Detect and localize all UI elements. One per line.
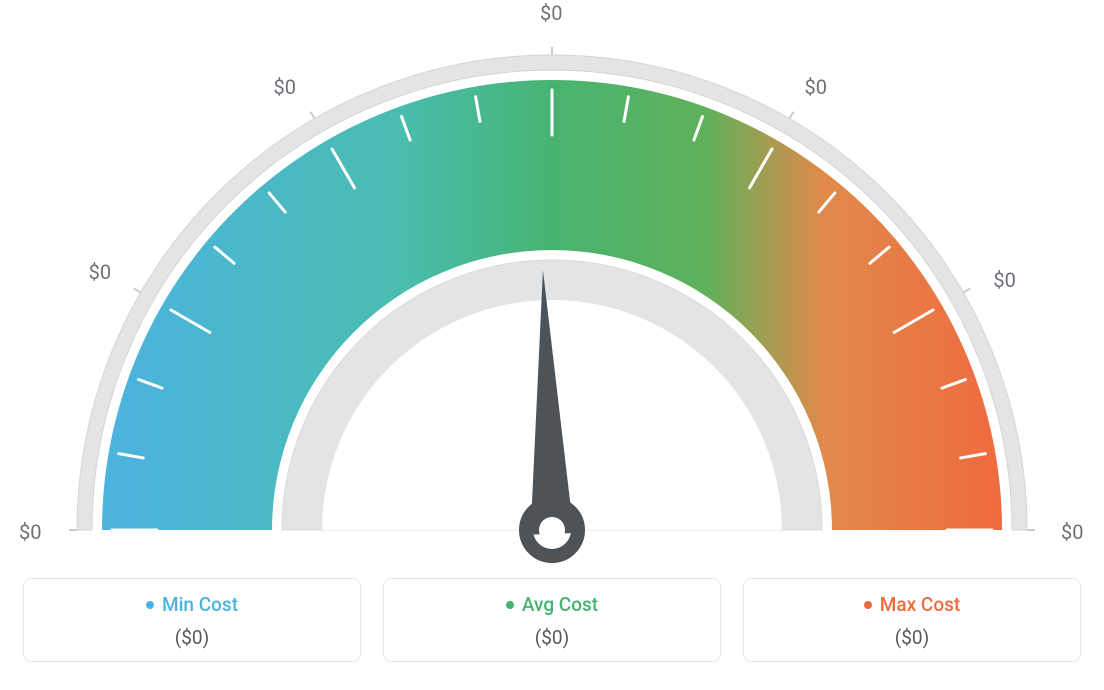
gauge-chart: $0$0$0$0$0$0$0 (22, 10, 1082, 570)
legend-label-min: Min Cost (162, 593, 238, 616)
legend-title-avg: Avg Cost (506, 593, 598, 616)
gauge-scale-label: $0 (805, 75, 827, 99)
legend-label-avg: Avg Cost (522, 593, 598, 616)
legend-value-avg: ($0) (384, 626, 720, 649)
legend-title-min: Min Cost (146, 593, 238, 616)
legend-dot-min (146, 601, 154, 609)
gauge-scale-label: $0 (19, 520, 41, 544)
gauge-svg (22, 10, 1082, 570)
gauge-scale-label: $0 (993, 268, 1015, 292)
legend-row: Min Cost ($0) Avg Cost ($0) Max Cost ($0… (22, 578, 1082, 662)
legend-dot-avg (506, 601, 514, 609)
gauge-scale-label: $0 (1061, 520, 1083, 544)
gauge-scale-label: $0 (89, 260, 111, 284)
gauge-scale-label: $0 (274, 75, 296, 99)
legend-value-min: ($0) (24, 626, 360, 649)
legend-dot-max (864, 601, 872, 609)
legend-label-max: Max Cost (880, 593, 960, 616)
legend-value-max: ($0) (744, 626, 1080, 649)
legend-title-max: Max Cost (864, 593, 960, 616)
legend-card-max: Max Cost ($0) (743, 578, 1081, 662)
legend-card-min: Min Cost ($0) (23, 578, 361, 662)
legend-card-avg: Avg Cost ($0) (383, 578, 721, 662)
gauge-scale-label: $0 (540, 1, 562, 25)
